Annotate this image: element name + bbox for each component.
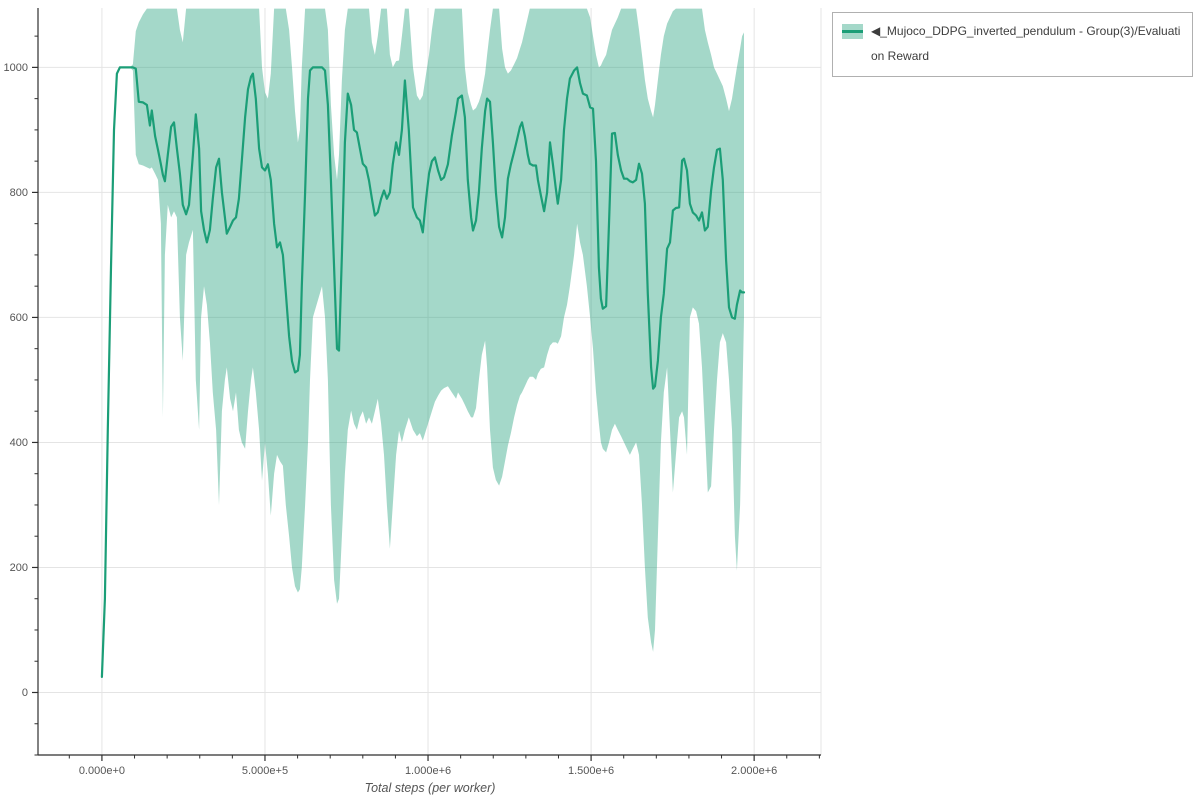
x-tick-labels: 0.000e+0 5.000e+5 1.000e+6 1.500e+6 2.000e+6 [79, 765, 777, 777]
x-axis-title: Total steps (per worker) [364, 781, 496, 795]
svg-text:1.000e+6: 1.000e+6 [405, 765, 451, 777]
gridlines [38, 8, 822, 755]
svg-text:600: 600 [10, 312, 28, 324]
y-tick-labels: 0 200 400 600 800 1000 [4, 62, 28, 699]
legend-box: ◀_Mujoco_DDPG_inverted_pendulum - Group(… [832, 12, 1193, 77]
axes [32, 8, 821, 761]
svg-text:800: 800 [10, 187, 28, 199]
svg-text:5.000e+5: 5.000e+5 [242, 765, 288, 777]
mean-line [100, 66, 746, 678]
svg-text:400: 400 [10, 437, 28, 449]
svg-text:2.000e+6: 2.000e+6 [731, 765, 777, 777]
svg-text:0: 0 [22, 687, 28, 699]
svg-text:0.000e+0: 0.000e+0 [79, 765, 125, 777]
legend-swatch-line-icon [842, 30, 863, 33]
svg-text:1.500e+6: 1.500e+6 [568, 765, 614, 777]
confidence-band [101, 8, 744, 677]
legend-swatch [842, 24, 863, 39]
svg-text:200: 200 [10, 562, 28, 574]
legend-label: ◀_Mujoco_DDPG_inverted_pendulum - Group(… [871, 24, 1181, 63]
svg-text:1000: 1000 [4, 62, 28, 74]
